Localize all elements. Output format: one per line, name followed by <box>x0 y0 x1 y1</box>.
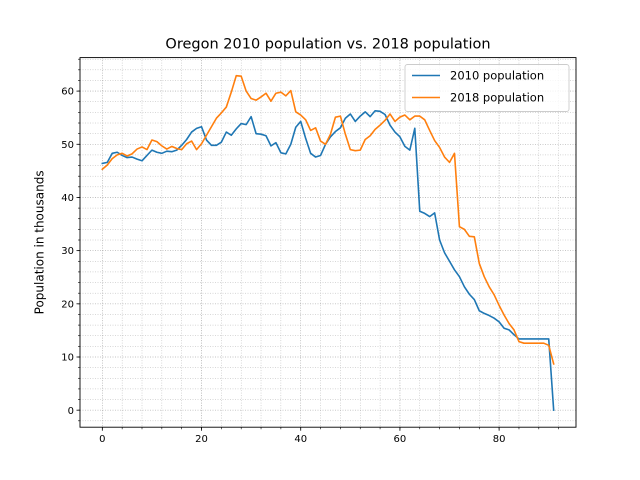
y-axis-title: Population in thousands <box>33 170 47 314</box>
x-tick-label: 0 <box>99 434 105 445</box>
y-tick-label: 60 <box>61 87 74 98</box>
axis-ticks: 0 20 40 60 80 0 10 20 30 40 50 60 <box>61 58 559 445</box>
y-tick-label: 10 <box>61 353 74 364</box>
x-tick-label: 60 <box>394 434 407 445</box>
series-line-2018 <box>101 74 555 365</box>
chart-title: Oregon 2010 population vs. 2018 populati… <box>165 37 490 53</box>
x-tick-label: 80 <box>493 434 506 445</box>
series-lines <box>101 74 555 412</box>
legend-box <box>404 64 570 112</box>
y-tick-label: 50 <box>61 140 74 151</box>
x-tick-label: 40 <box>294 434 307 445</box>
legend-label-2010: 2010 population <box>450 69 544 83</box>
legend-label-2018: 2018 population <box>450 91 544 105</box>
y-tick-label: 20 <box>61 299 74 310</box>
plot-frame <box>79 57 577 428</box>
y-tick-label: 0 <box>68 406 74 417</box>
y-tick-label: 40 <box>61 193 74 204</box>
y-tick-label: 30 <box>61 246 74 257</box>
x-tick-label: 20 <box>195 434 208 445</box>
grid <box>80 57 576 428</box>
legend: 2010 population 2018 population <box>404 64 570 112</box>
